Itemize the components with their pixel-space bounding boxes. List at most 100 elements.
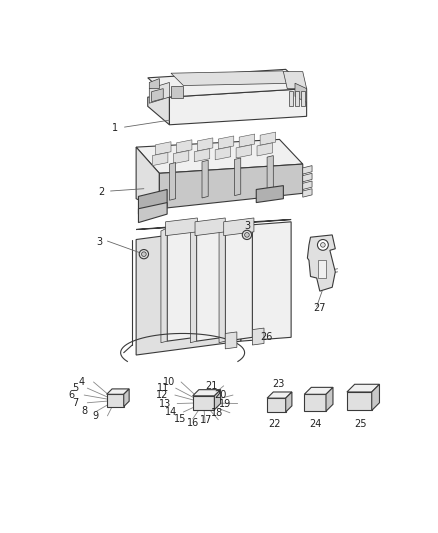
Circle shape xyxy=(139,249,148,259)
Polygon shape xyxy=(260,132,276,145)
Polygon shape xyxy=(218,136,234,149)
Text: 22: 22 xyxy=(268,419,280,429)
Polygon shape xyxy=(215,147,231,160)
Polygon shape xyxy=(267,398,286,412)
Polygon shape xyxy=(136,220,291,230)
Polygon shape xyxy=(149,78,159,88)
Polygon shape xyxy=(283,71,307,88)
Text: 23: 23 xyxy=(272,379,284,389)
Polygon shape xyxy=(257,143,272,156)
Polygon shape xyxy=(225,332,237,349)
Text: 13: 13 xyxy=(159,399,171,408)
Polygon shape xyxy=(152,152,168,166)
Polygon shape xyxy=(159,164,303,209)
Polygon shape xyxy=(161,228,167,343)
Text: 24: 24 xyxy=(309,418,321,429)
Text: 17: 17 xyxy=(200,415,212,425)
Polygon shape xyxy=(347,384,379,392)
Polygon shape xyxy=(155,142,171,155)
Polygon shape xyxy=(166,218,198,236)
Text: 25: 25 xyxy=(355,418,367,429)
Polygon shape xyxy=(307,235,336,291)
Polygon shape xyxy=(149,83,170,103)
Polygon shape xyxy=(197,228,224,341)
Polygon shape xyxy=(318,260,326,278)
Polygon shape xyxy=(136,140,303,173)
Polygon shape xyxy=(267,392,292,398)
Polygon shape xyxy=(304,394,326,411)
Text: 20: 20 xyxy=(215,390,227,400)
Text: 19: 19 xyxy=(219,399,231,408)
Text: 16: 16 xyxy=(187,418,199,428)
Polygon shape xyxy=(252,328,264,345)
Circle shape xyxy=(141,252,146,256)
Circle shape xyxy=(245,232,249,237)
Polygon shape xyxy=(136,225,241,355)
Polygon shape xyxy=(138,203,167,223)
Text: 3: 3 xyxy=(244,221,250,231)
Text: 8: 8 xyxy=(81,406,87,416)
Text: 27: 27 xyxy=(314,303,326,313)
Polygon shape xyxy=(167,228,196,341)
Text: 4: 4 xyxy=(78,377,84,387)
Text: 1: 1 xyxy=(112,123,118,133)
Polygon shape xyxy=(214,390,221,410)
Text: 10: 10 xyxy=(162,377,175,387)
Polygon shape xyxy=(136,147,159,209)
Polygon shape xyxy=(303,166,312,174)
Polygon shape xyxy=(286,392,292,412)
Polygon shape xyxy=(107,389,129,394)
Polygon shape xyxy=(170,88,307,125)
Polygon shape xyxy=(235,158,241,196)
Text: 15: 15 xyxy=(174,414,187,424)
Polygon shape xyxy=(195,218,225,236)
Polygon shape xyxy=(198,138,213,151)
Polygon shape xyxy=(138,189,167,214)
Polygon shape xyxy=(124,389,129,407)
Text: 5: 5 xyxy=(72,383,78,393)
Polygon shape xyxy=(239,134,255,147)
Polygon shape xyxy=(241,222,291,341)
Polygon shape xyxy=(148,69,307,97)
Polygon shape xyxy=(193,396,214,410)
Polygon shape xyxy=(224,218,254,236)
Polygon shape xyxy=(173,151,189,164)
Polygon shape xyxy=(202,160,208,198)
Polygon shape xyxy=(171,71,295,85)
Polygon shape xyxy=(304,387,333,394)
Circle shape xyxy=(321,243,325,247)
Polygon shape xyxy=(289,91,293,106)
Polygon shape xyxy=(295,91,299,106)
Text: 3: 3 xyxy=(97,237,103,247)
Text: 6: 6 xyxy=(69,390,75,400)
Text: 2: 2 xyxy=(98,187,104,197)
Polygon shape xyxy=(347,392,372,410)
Text: 21: 21 xyxy=(205,381,218,391)
Polygon shape xyxy=(193,390,221,396)
Polygon shape xyxy=(301,91,305,106)
Polygon shape xyxy=(191,228,197,343)
Polygon shape xyxy=(170,163,176,200)
Polygon shape xyxy=(295,83,307,102)
Polygon shape xyxy=(225,228,252,341)
Polygon shape xyxy=(171,85,184,98)
Text: 26: 26 xyxy=(260,332,272,342)
Polygon shape xyxy=(303,181,312,189)
Polygon shape xyxy=(107,394,124,407)
Text: 7: 7 xyxy=(72,398,78,408)
Polygon shape xyxy=(372,384,379,410)
Text: 11: 11 xyxy=(157,383,170,393)
Text: 18: 18 xyxy=(212,408,224,418)
Polygon shape xyxy=(236,145,251,158)
Text: 9: 9 xyxy=(92,411,98,421)
Circle shape xyxy=(318,239,328,251)
Polygon shape xyxy=(219,228,225,343)
Circle shape xyxy=(242,230,251,239)
Polygon shape xyxy=(148,97,170,125)
Polygon shape xyxy=(194,149,210,161)
Polygon shape xyxy=(326,387,333,411)
Polygon shape xyxy=(267,156,273,193)
Polygon shape xyxy=(177,140,192,153)
Text: 12: 12 xyxy=(156,390,169,400)
Polygon shape xyxy=(152,88,163,102)
